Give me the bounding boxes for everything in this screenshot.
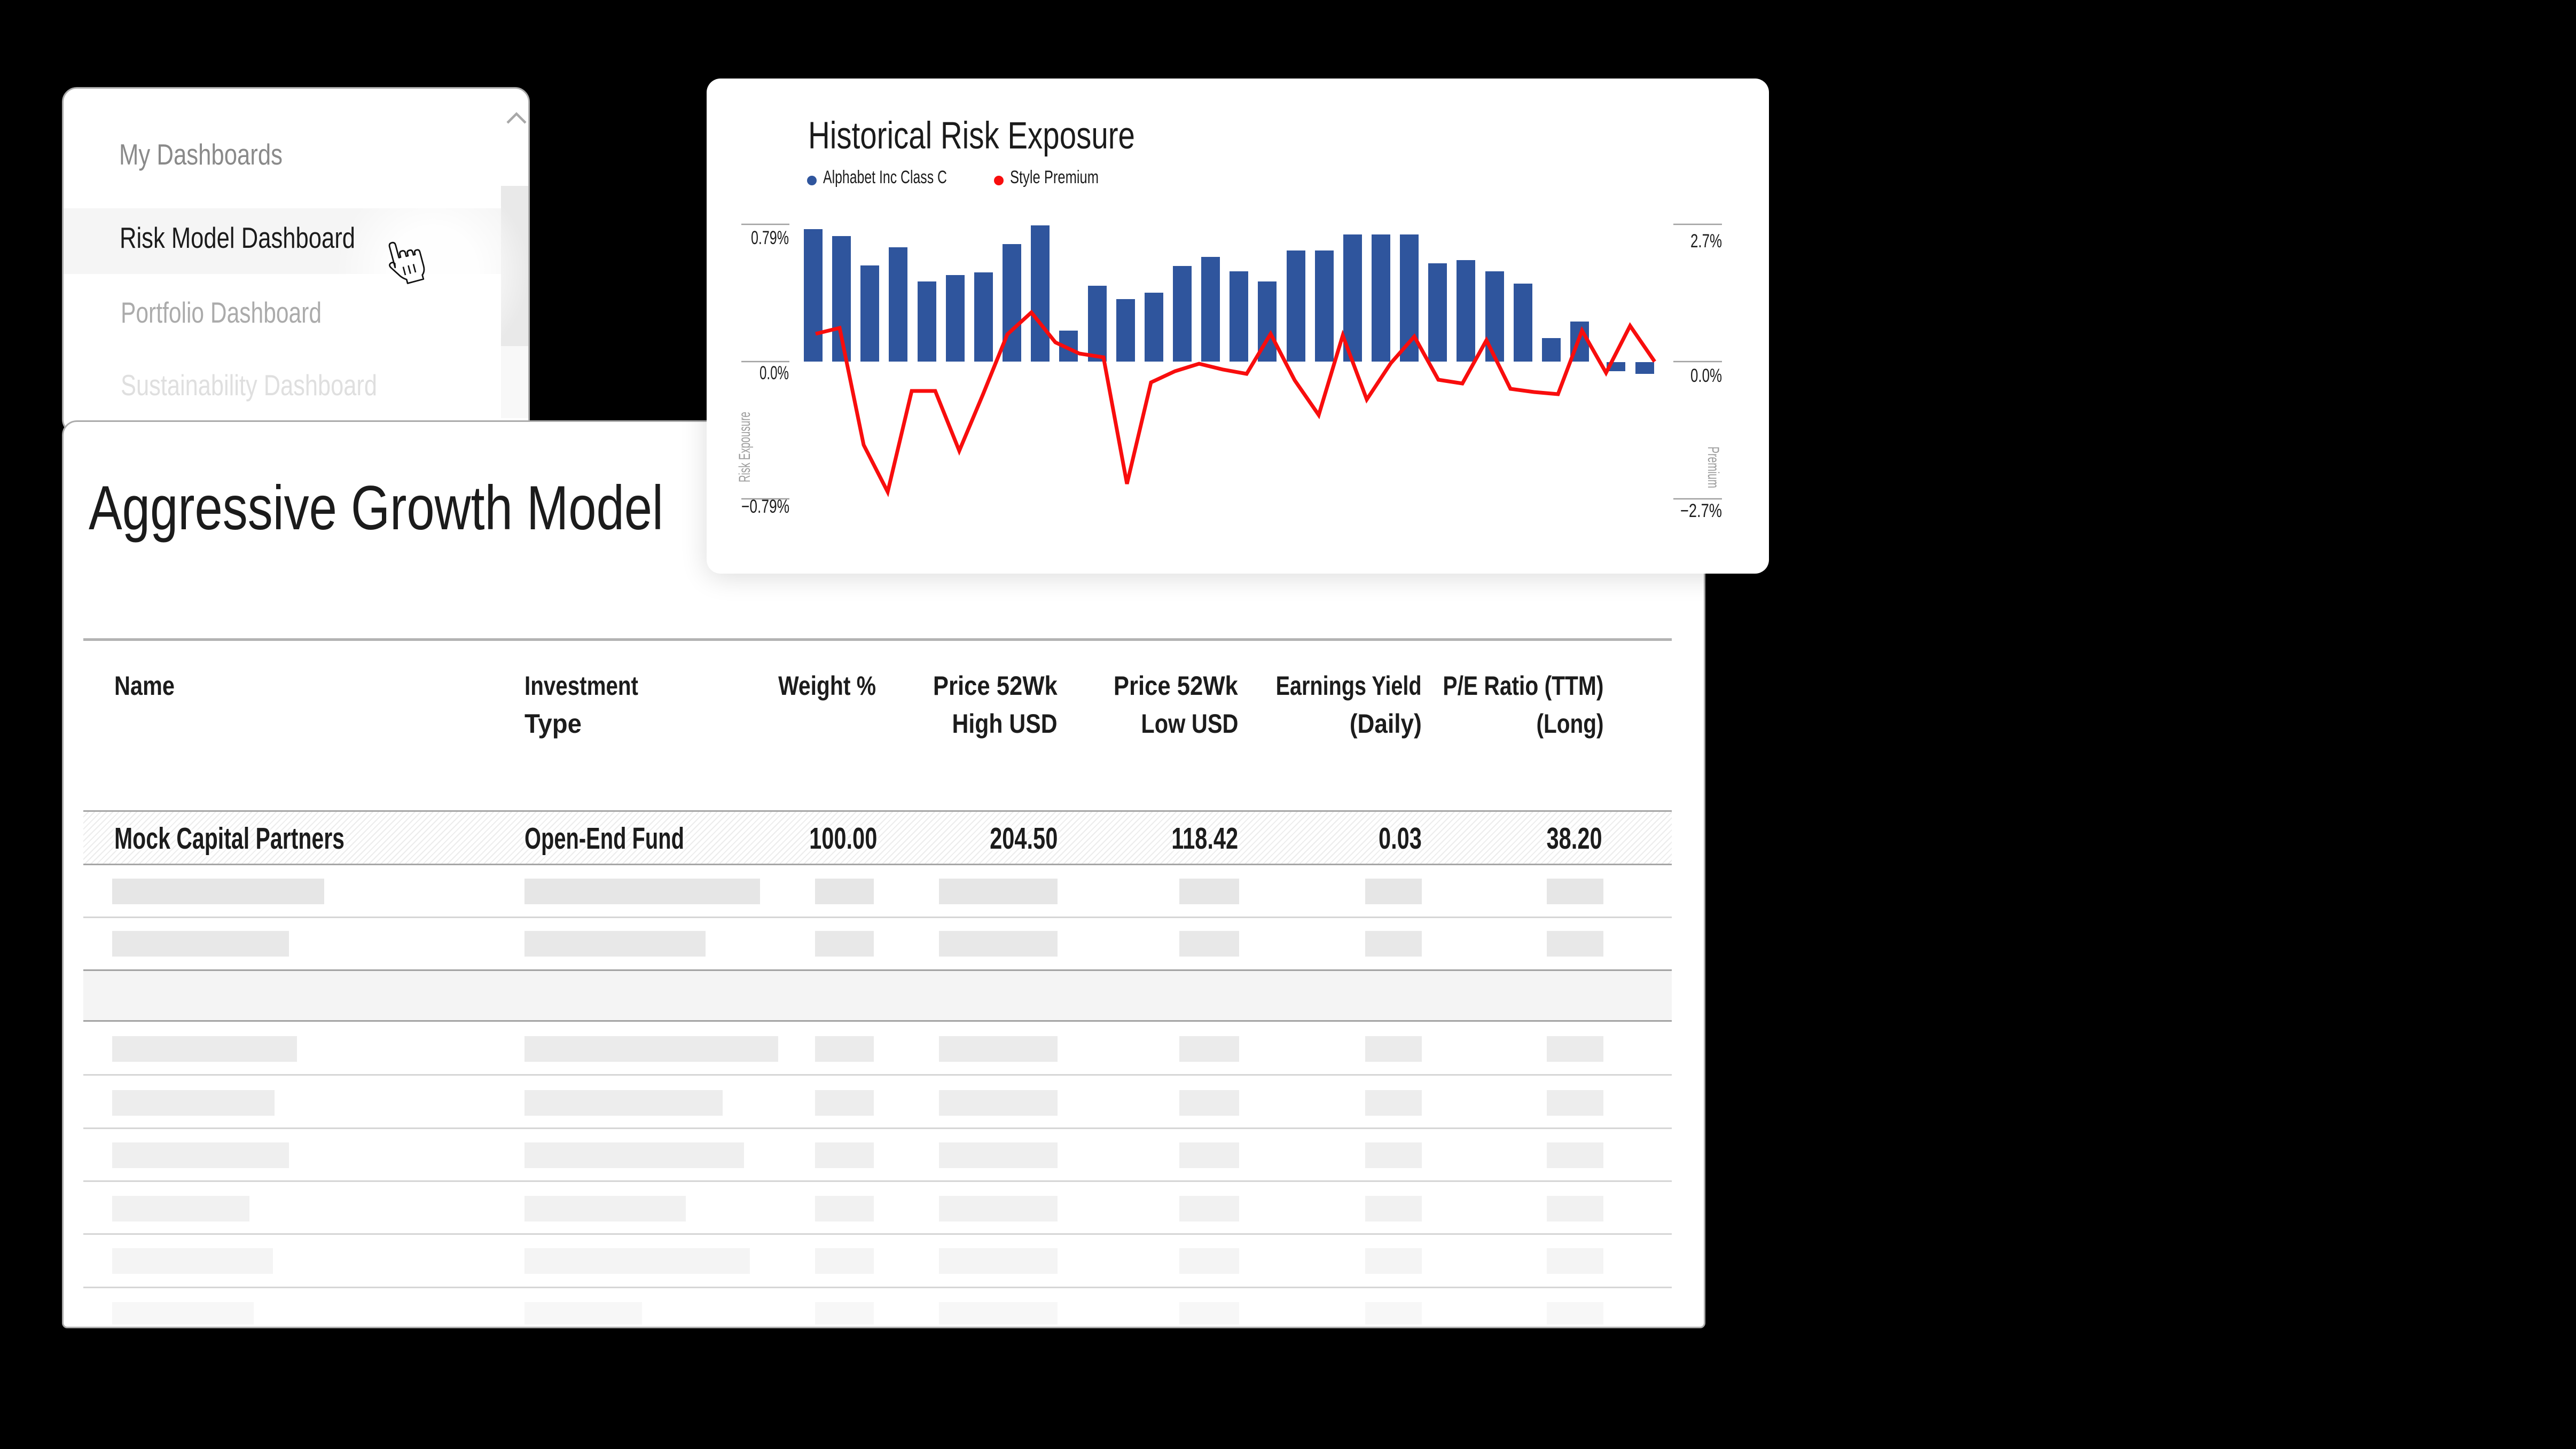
svg-text:Risk Expousure: Risk Expousure [736, 412, 754, 482]
svg-text:Premium: Premium [1704, 447, 1722, 488]
svg-text:−0.79%: −0.79% [741, 496, 789, 517]
svg-text:0.0%: 0.0% [1690, 365, 1722, 386]
svg-text:−2.7%: −2.7% [1680, 500, 1722, 521]
svg-text:0.79%: 0.79% [751, 228, 789, 248]
svg-text:2.7%: 2.7% [1690, 231, 1722, 252]
svg-text:0.0%: 0.0% [760, 363, 789, 383]
